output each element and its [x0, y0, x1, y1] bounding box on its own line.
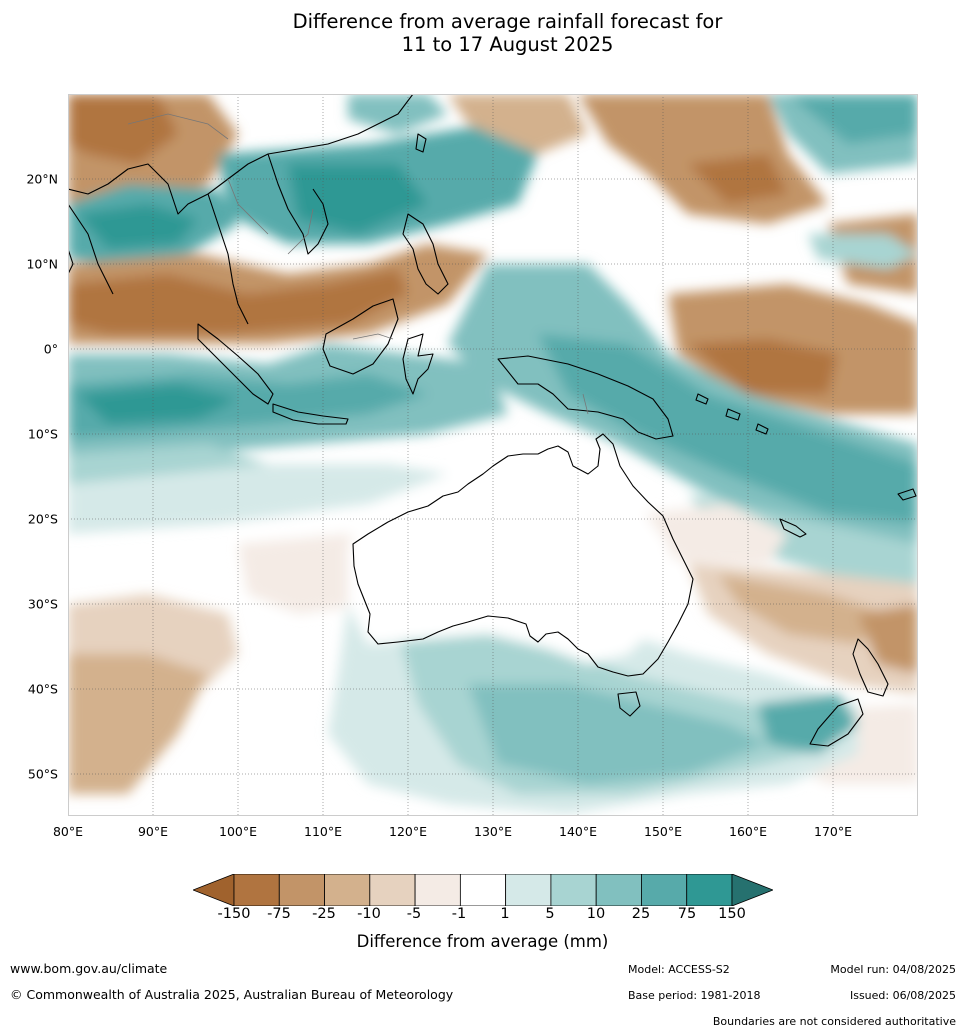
lon-label-100e: 100°E — [218, 824, 258, 839]
colorbar-tick: -75 — [267, 906, 291, 922]
colorbar — [193, 874, 773, 906]
model-name: Model: ACCESS-S2 — [628, 963, 730, 976]
country-borders — [127, 113, 589, 415]
lon-label-140e: 140°E — [558, 824, 598, 839]
colorbar-tick: -25 — [312, 906, 336, 922]
lon-label-120e: 120°E — [388, 824, 428, 839]
base-period: Base period: 1981-2018 — [628, 989, 761, 1002]
lat-label-40s: 40°S — [27, 681, 58, 697]
lat-label-0: 0° — [43, 341, 58, 357]
copyright-notice: © Commonwealth of Australia 2025, Austra… — [10, 987, 454, 1002]
colorbar-tick: 5 — [545, 906, 555, 922]
website-url[interactable]: www.bom.gov.au/climate — [10, 961, 168, 976]
colorbar-segment — [233, 874, 280, 906]
colorbar-tick: 75 — [677, 906, 697, 922]
issued-date: Issued: 06/08/2025 — [849, 989, 956, 1002]
rainfall-anomaly-field — [68, 94, 918, 814]
colorbar-segment — [459, 874, 507, 906]
colorbar-segment — [414, 874, 461, 906]
lon-label-90e: 90°E — [137, 824, 169, 839]
colorbar-tick: 25 — [631, 906, 651, 922]
lon-label-80e: 80°E — [52, 824, 84, 839]
lon-label-160e: 160°E — [728, 824, 768, 839]
colorbar-tick: -150 — [217, 906, 251, 922]
lon-label-130e: 130°E — [473, 824, 513, 839]
colorbar-segment — [641, 874, 688, 906]
colorbar-segment — [278, 874, 325, 906]
colorbar-segment — [686, 874, 733, 906]
colorbar-tick: -5 — [406, 906, 422, 922]
map-title: Difference from average rainfall forecas… — [0, 10, 965, 56]
lat-label-30s: 30°S — [27, 596, 58, 612]
map-canvas — [68, 94, 918, 816]
lat-label-10n: 10°N — [26, 256, 58, 272]
lat-label-10s: 10°S — [27, 426, 58, 442]
colorbar-segment — [505, 874, 552, 906]
lat-label-50s: 50°S — [27, 766, 58, 782]
colorbar-extend-low — [193, 874, 235, 906]
rainfall-map — [68, 94, 918, 816]
colorbar-segment — [550, 874, 597, 906]
lon-label-110e: 110°E — [303, 824, 343, 839]
colorbar-tick: 10 — [586, 906, 606, 922]
model-run-date: Model run: 04/08/2025 — [830, 963, 956, 976]
colorbar-tick: -1 — [451, 906, 467, 922]
coastlines — [68, 94, 917, 747]
colorbar-segment — [595, 874, 642, 906]
colorbar-tick: 150 — [718, 906, 746, 922]
colorbar-segment — [369, 874, 416, 906]
colorbar-title: Difference from average (mm) — [356, 932, 609, 951]
map-frame — [68, 94, 918, 816]
title-line-1: Difference from average rainfall forecas… — [292, 10, 723, 33]
colorbar-segment — [324, 874, 371, 906]
lat-label-20s: 20°S — [27, 511, 58, 527]
boundaries-disclaimer: Boundaries are not considered authoritat… — [712, 1015, 956, 1028]
title-line-2: 11 to 17 August 2025 — [401, 33, 614, 56]
colorbar-tick: 1 — [500, 906, 510, 922]
colorbar-tick: -10 — [357, 906, 381, 922]
lon-label-170e: 170°E — [813, 824, 853, 839]
lat-label-20n: 20°N — [26, 171, 58, 187]
lon-label-150e: 150°E — [643, 824, 683, 839]
graticule — [68, 94, 918, 816]
colorbar-extend-high — [731, 874, 773, 906]
